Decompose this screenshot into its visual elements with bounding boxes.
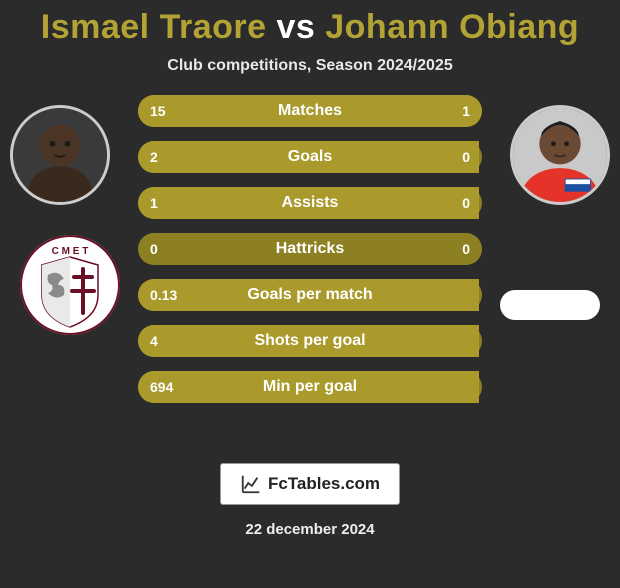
stat-label: Matches bbox=[138, 95, 482, 127]
stat-label: Hattricks bbox=[138, 233, 482, 265]
stat-bars: Matches151Goals20Assists10Hattricks00Goa… bbox=[138, 95, 482, 417]
stat-value-left: 2 bbox=[150, 141, 158, 173]
stat-value-left: 1 bbox=[150, 187, 158, 219]
player2-name: Johann Obiang bbox=[325, 8, 579, 46]
stat-value-left: 15 bbox=[150, 95, 166, 127]
svg-text:C M E T: C M E T bbox=[52, 246, 89, 257]
player2-club-badge bbox=[500, 290, 600, 320]
stat-row: Shots per goal4 bbox=[138, 325, 482, 357]
stat-value-right: 1 bbox=[462, 95, 470, 127]
subtitle: Club competitions, Season 2024/2025 bbox=[0, 57, 620, 75]
chart-icon bbox=[240, 473, 262, 495]
stat-value-left: 0 bbox=[150, 233, 158, 265]
comparison-title: Ismael Traore vs Johann Obiang bbox=[0, 8, 620, 47]
stat-value-left: 694 bbox=[150, 371, 173, 403]
brand-text: FcTables.com bbox=[268, 474, 380, 494]
player1-club-badge: C M E T bbox=[20, 235, 120, 335]
date: 22 december 2024 bbox=[0, 521, 620, 538]
stat-row: Goals per match0.13 bbox=[138, 279, 482, 311]
player2-avatar bbox=[510, 105, 610, 205]
stat-label: Min per goal bbox=[138, 371, 482, 403]
stat-value-left: 0.13 bbox=[150, 279, 177, 311]
stat-row: Min per goal694 bbox=[138, 371, 482, 403]
stat-label: Goals bbox=[138, 141, 482, 173]
title-vs: vs bbox=[267, 8, 326, 46]
brand-box[interactable]: FcTables.com bbox=[220, 463, 400, 505]
stat-row: Hattricks0 0 bbox=[138, 233, 482, 265]
stat-label: Goals per match bbox=[138, 279, 482, 311]
comparison-area: C M E T Matches151Goals20Assists10Hattri… bbox=[0, 95, 620, 455]
stat-value-right: 0 bbox=[462, 141, 470, 173]
stat-value-right: 0 bbox=[462, 233, 470, 265]
stat-row: Assists1 0 bbox=[138, 187, 482, 219]
stat-label: Shots per goal bbox=[138, 325, 482, 357]
stat-value-left: 4 bbox=[150, 325, 158, 357]
player1-name: Ismael Traore bbox=[41, 8, 267, 46]
player1-avatar bbox=[10, 105, 110, 205]
stat-value-right: 0 bbox=[462, 187, 470, 219]
stat-label: Assists bbox=[138, 187, 482, 219]
stat-row: Goals2 0 bbox=[138, 141, 482, 173]
stat-row: Matches15 1 bbox=[138, 95, 482, 127]
